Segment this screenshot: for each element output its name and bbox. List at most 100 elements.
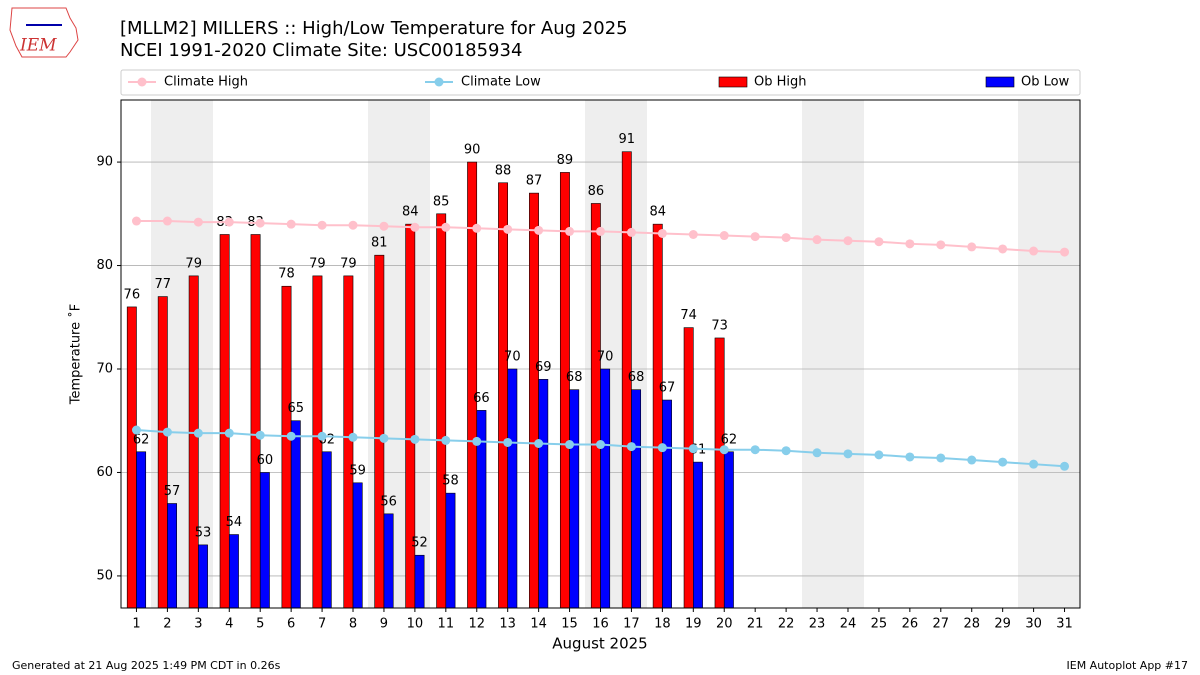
data-label: 70	[504, 350, 521, 365]
bar	[569, 389, 580, 609]
bar	[383, 513, 394, 609]
point	[936, 240, 946, 250]
bar	[683, 327, 694, 609]
point	[967, 455, 977, 465]
legend-swatch	[718, 76, 748, 88]
data-label: 84	[649, 205, 666, 220]
point	[255, 218, 265, 228]
data-label: 69	[535, 360, 552, 375]
x-tick-label: 23	[809, 617, 826, 632]
x-tick-label: 13	[499, 617, 516, 632]
bar	[507, 368, 518, 609]
data-label: 57	[164, 484, 181, 499]
point	[348, 220, 358, 230]
x-tick-label: 4	[225, 617, 233, 632]
bar	[352, 482, 363, 609]
x-tick-label: 9	[380, 617, 388, 632]
point	[565, 226, 575, 236]
x-tick-label: 19	[685, 617, 702, 632]
x-tick-label: 25	[871, 617, 888, 632]
point	[905, 452, 915, 462]
x-tick-label: 14	[530, 617, 547, 632]
footer-right: IEM Autoplot App #17	[1067, 659, 1189, 672]
logo-outline	[9, 7, 79, 58]
data-label: 78	[278, 267, 295, 282]
point	[843, 236, 853, 246]
point	[843, 449, 853, 459]
x-tick-label: 26	[902, 617, 919, 632]
point	[688, 230, 698, 240]
data-label: 88	[495, 163, 512, 178]
point	[162, 216, 172, 226]
point	[626, 442, 636, 452]
data-label: 62	[133, 432, 150, 447]
point	[1060, 247, 1070, 257]
x-tick-label: 5	[256, 617, 264, 632]
point	[410, 434, 420, 444]
legend-label: Ob Low	[1021, 75, 1070, 90]
data-label: 77	[154, 277, 171, 292]
data-label: 58	[442, 474, 459, 489]
y-tick-label: 80	[96, 258, 113, 273]
data-label: 66	[473, 391, 490, 406]
bar	[198, 544, 208, 609]
data-label: 86	[588, 184, 605, 199]
point	[596, 440, 605, 450]
data-label: 76	[124, 287, 141, 302]
data-label: 67	[659, 381, 676, 396]
point	[967, 242, 977, 252]
y-axis-label: Temperature ˚F	[68, 304, 84, 405]
point	[379, 221, 389, 231]
data-label: 68	[628, 370, 645, 385]
bar	[219, 234, 230, 609]
bar	[445, 492, 456, 609]
point	[503, 224, 513, 234]
plot-frame	[120, 99, 1081, 609]
data-label: 65	[288, 401, 305, 416]
point	[812, 448, 822, 458]
x-tick-label: 2	[163, 617, 171, 632]
bar	[250, 234, 261, 609]
point	[472, 223, 482, 233]
logo-text: IEM	[19, 36, 57, 56]
x-tick-label: 31	[1056, 617, 1073, 632]
point	[905, 239, 915, 249]
point	[1029, 459, 1039, 469]
bar	[590, 203, 601, 609]
logo: IEM	[9, 7, 79, 58]
data-label: 73	[711, 318, 728, 333]
bar	[600, 368, 611, 609]
legend-box	[120, 69, 1081, 96]
point	[1060, 461, 1070, 471]
chart-title: [MLLM2] MILLERS :: High/Low Temperature …	[120, 18, 628, 39]
point	[472, 436, 482, 446]
bar	[559, 172, 570, 609]
bar	[188, 275, 199, 609]
point	[936, 453, 946, 463]
x-tick-label: 21	[747, 617, 764, 632]
point	[255, 430, 265, 440]
data-label: 87	[526, 174, 543, 189]
x-tick-label: 22	[778, 617, 795, 632]
point	[317, 431, 327, 441]
x-axis-label: August 2025	[552, 635, 647, 653]
x-tick-label: 1	[132, 617, 140, 632]
x-tick-label: 29	[994, 617, 1011, 632]
x-tick-label: 11	[438, 617, 455, 632]
point	[441, 222, 451, 232]
x-tick-label: 6	[287, 617, 295, 632]
x-tick-label: 8	[349, 617, 357, 632]
y-tick-label: 90	[96, 155, 113, 170]
legend-swatch	[985, 76, 1015, 88]
data-label: 54	[226, 515, 243, 530]
point	[224, 428, 234, 438]
bar	[662, 399, 672, 609]
point	[193, 217, 203, 227]
point	[534, 438, 544, 448]
bar	[498, 182, 508, 609]
point	[131, 216, 141, 226]
x-tick-label: 16	[592, 617, 609, 632]
point	[657, 228, 667, 238]
data-label: 85	[433, 194, 450, 209]
